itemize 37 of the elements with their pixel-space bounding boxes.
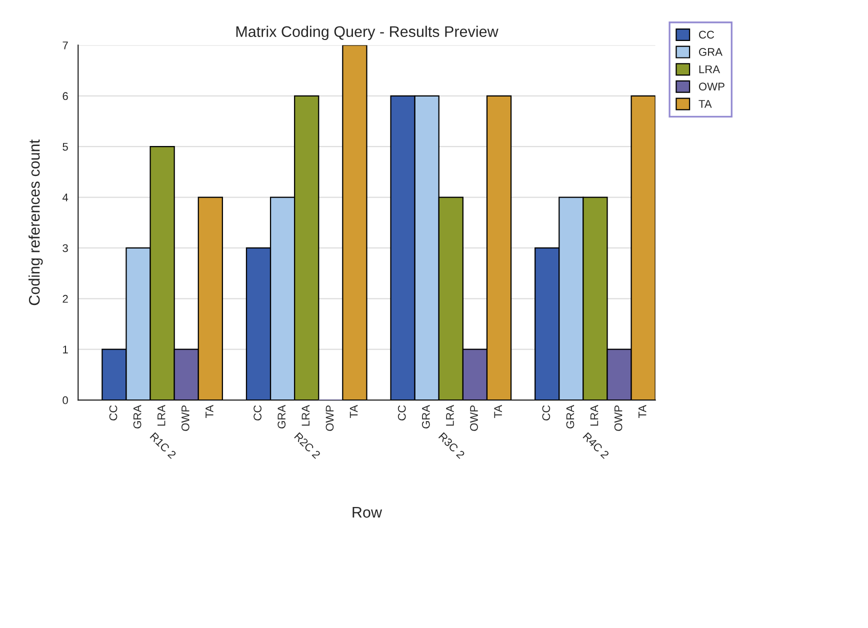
text: CC — [109, 405, 118, 420]
legend-label: LRA — [699, 65, 720, 74]
text: GRA — [566, 404, 574, 428]
text: LRA — [302, 404, 310, 426]
text: LRA — [446, 404, 454, 426]
y-tick-label: 5 — [62, 142, 68, 151]
text: OWP — [470, 405, 478, 431]
y-axis-title: Coding references count — [28, 140, 43, 306]
x-axis-title: Row — [352, 507, 382, 518]
legend-label: OWP — [698, 82, 724, 91]
text: LRA — [590, 404, 598, 426]
y-tick-label: 6 — [62, 92, 68, 100]
text: OWP — [326, 405, 334, 431]
text: TA — [206, 404, 214, 418]
text: CC — [254, 405, 262, 420]
text: CC — [542, 405, 550, 420]
y-tick-label: 7 — [62, 42, 68, 50]
y-tick-label: 4 — [62, 194, 68, 202]
y-tick-label: 0 — [62, 396, 68, 404]
legend-label: CC — [699, 30, 714, 39]
legend-label: TA — [698, 100, 712, 108]
text: OWP — [181, 405, 190, 431]
chart-title: Matrix Coding Query - Results Preview — [236, 26, 498, 40]
text: GRA — [422, 404, 430, 428]
text: GRA — [133, 404, 142, 428]
text: OWP — [614, 405, 622, 431]
text: LRA — [158, 404, 166, 426]
text: TA — [494, 404, 502, 418]
text: CC — [398, 405, 406, 420]
text: TA — [350, 404, 358, 418]
y-tick-label: 1 — [63, 346, 68, 354]
y-tick-label: 3 — [62, 244, 68, 252]
text: GRA — [278, 404, 286, 428]
bar — [342, 45, 368, 400]
y-tick-label: 2 — [62, 294, 68, 303]
legend-label: GRA — [699, 48, 722, 56]
text: TA — [638, 404, 646, 418]
